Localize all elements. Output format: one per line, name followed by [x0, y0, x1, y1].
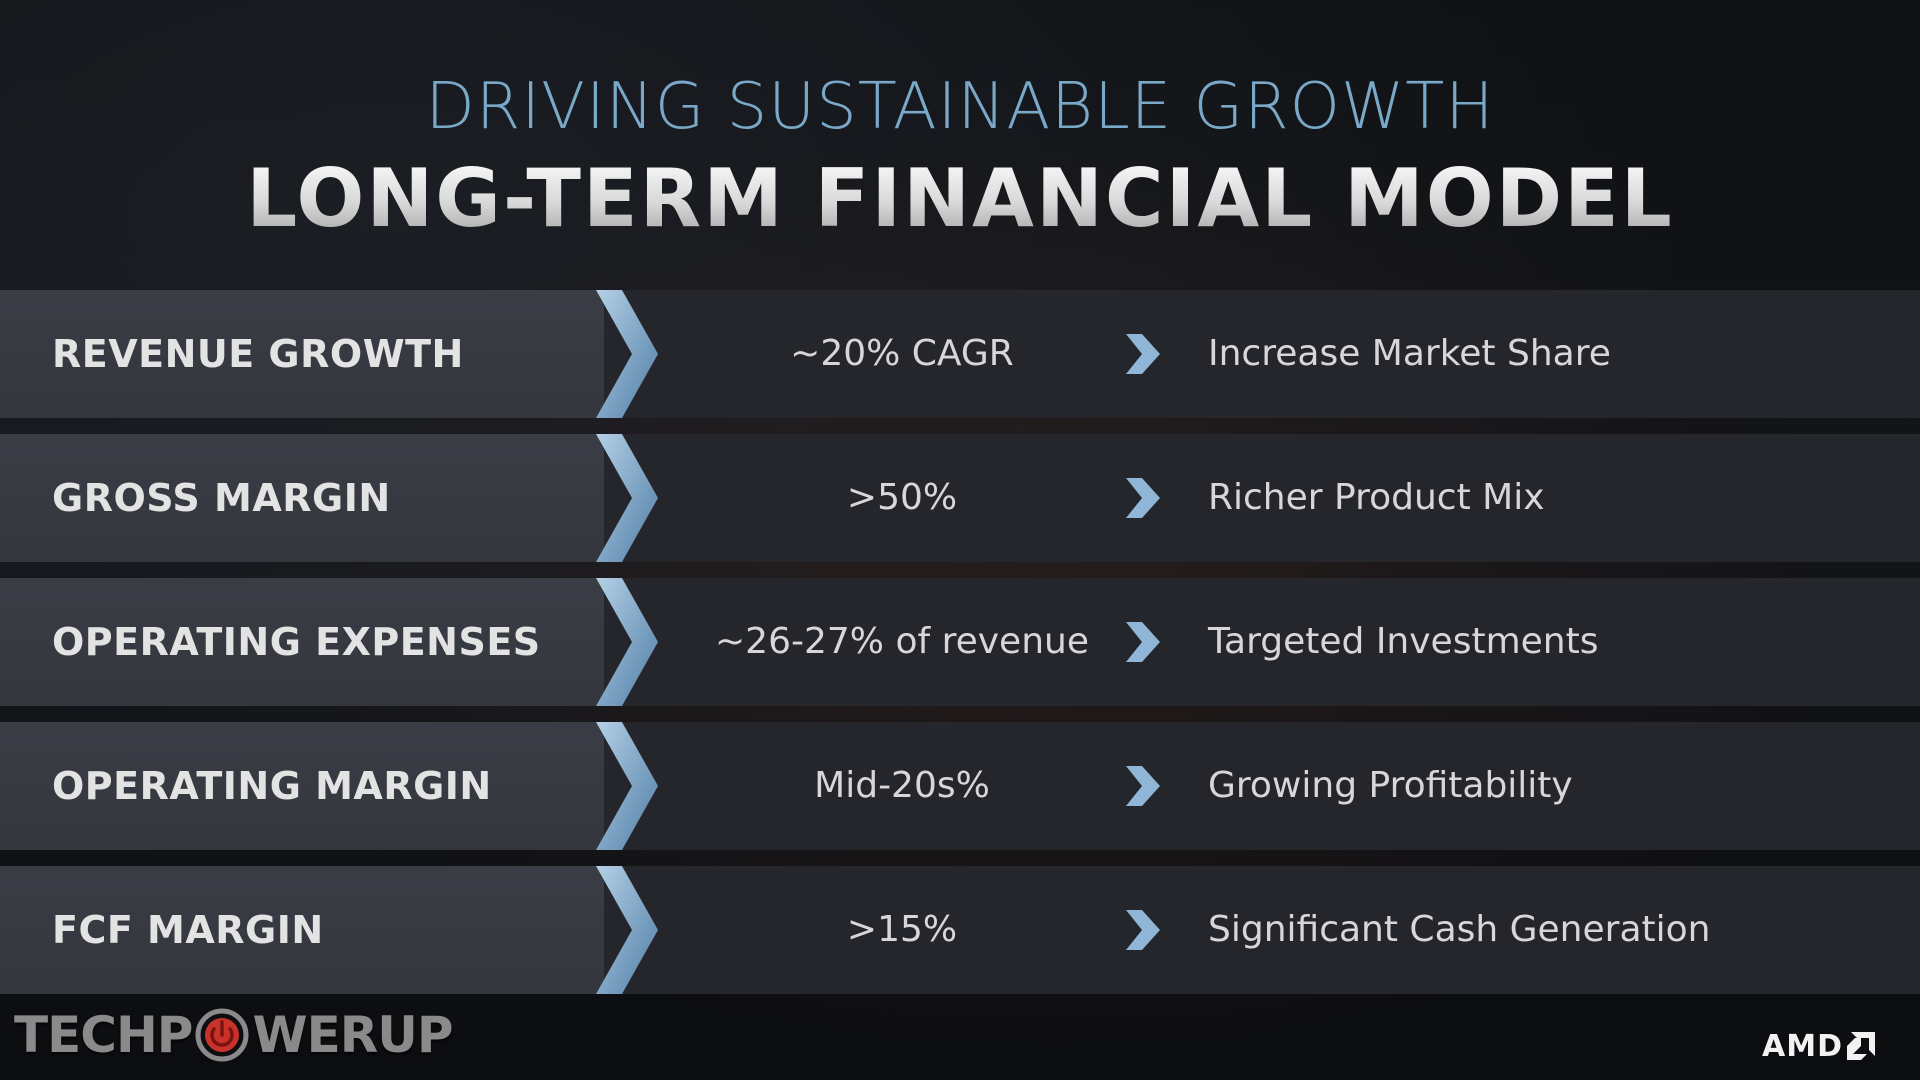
- chevron-right-icon: [596, 290, 658, 418]
- row-target-value: ~20% CAGR: [790, 333, 1014, 374]
- row-value-panel: [604, 290, 1920, 418]
- row-description: Increase Market Share: [1208, 333, 1611, 374]
- watermark-text-before: TECHP: [14, 1006, 193, 1064]
- row-label-panel: [0, 434, 604, 562]
- table-row: OPERATING EXPENSES ~26-27% of revenue Ta…: [0, 578, 1920, 706]
- row-target-value: ~26-27% of revenue: [715, 621, 1089, 662]
- row-value-panel: [604, 434, 1920, 562]
- amd-logo-text: AMD: [1762, 1028, 1843, 1064]
- amd-logo: AMD: [1762, 1028, 1875, 1064]
- chevron-right-icon: [1126, 622, 1160, 662]
- chevron-right-icon: [596, 434, 658, 562]
- amd-arrow-icon: [1846, 1032, 1875, 1060]
- chevron-right-icon: [596, 722, 658, 850]
- power-icon: [195, 1008, 249, 1062]
- slide-title: LONG-TERM FINANCIAL MODEL: [0, 152, 1920, 245]
- row-target-value: Mid-20s%: [814, 765, 990, 806]
- chevron-right-icon: [596, 578, 658, 706]
- row-description: Significant Cash Generation: [1208, 909, 1711, 950]
- chevron-right-icon: [1126, 478, 1160, 518]
- row-value-panel: [604, 866, 1920, 994]
- row-label: OPERATING EXPENSES: [52, 620, 541, 664]
- row-label-panel: [0, 578, 604, 706]
- slide-subtitle: DRIVING SUSTAINABLE GROWTH: [425, 70, 1495, 144]
- row-description: Targeted Investments: [1208, 621, 1599, 662]
- row-label: REVENUE GROWTH: [52, 332, 464, 376]
- row-value-panel: [604, 722, 1920, 850]
- row-target-value: >50%: [846, 477, 958, 518]
- row-label-panel: [0, 722, 604, 850]
- row-value-panel: [604, 578, 1920, 706]
- table-row: REVENUE GROWTH ~20% CAGR Increase Market…: [0, 290, 1920, 418]
- table-row: FCF MARGIN >15% Significant Cash Generat…: [0, 866, 1920, 994]
- chevron-right-icon: [1126, 334, 1160, 374]
- table-row: OPERATING MARGIN Mid-20s% Growing Profit…: [0, 722, 1920, 850]
- chevron-right-icon: [596, 866, 658, 994]
- watermark-text-after: WERUP: [252, 1006, 453, 1064]
- row-description: Growing Profitability: [1208, 765, 1573, 806]
- chevron-right-icon: [1126, 910, 1160, 950]
- row-description: Richer Product Mix: [1208, 477, 1545, 518]
- financial-model-table: REVENUE GROWTH ~20% CAGR Increase Market…: [0, 290, 1920, 1010]
- row-target-value: >15%: [846, 909, 958, 950]
- techpowerup-watermark: TECHP WERUP: [14, 1000, 454, 1070]
- row-label-panel: [0, 866, 604, 994]
- chevron-right-icon: [1126, 766, 1160, 806]
- row-label-panel: [0, 290, 604, 418]
- table-row: GROSS MARGIN >50% Richer Product Mix: [0, 434, 1920, 562]
- row-label: FCF MARGIN: [52, 908, 324, 952]
- row-label: GROSS MARGIN: [52, 476, 391, 520]
- row-label: OPERATING MARGIN: [52, 764, 492, 808]
